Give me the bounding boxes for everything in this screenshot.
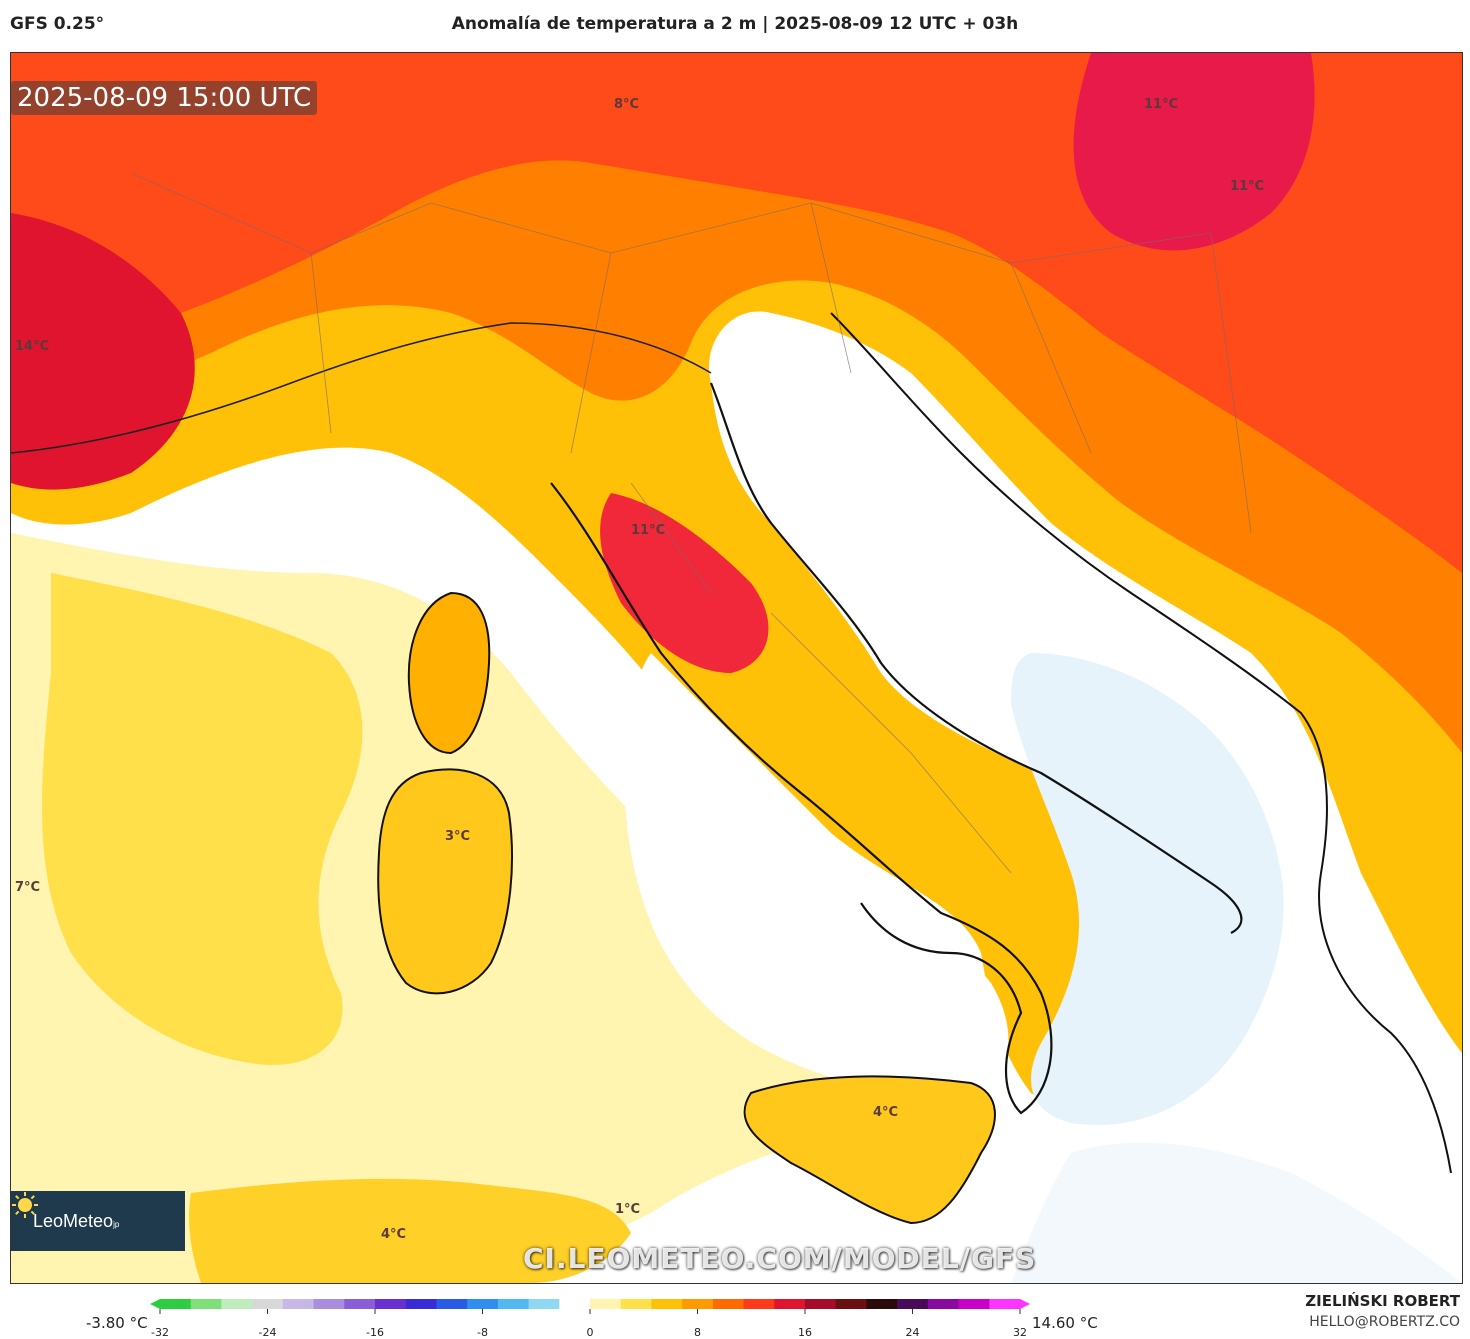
colorbar-swatch	[897, 1299, 929, 1309]
colorbar-swatch	[375, 1299, 407, 1309]
colorbar-tick-label: 32	[1013, 1326, 1027, 1339]
italy-coastline	[550, 382, 1243, 1115]
colorbar-tick-label: -32	[151, 1326, 169, 1339]
colorbar-swatch	[221, 1299, 253, 1309]
colorbar-gradient	[150, 1299, 1030, 1314]
colorbar-swatch	[620, 1299, 652, 1309]
colorbar-swatch	[497, 1299, 530, 1309]
colorbar-tick-label: -8	[477, 1326, 488, 1339]
adriatic-cold-patch	[1011, 653, 1284, 1125]
yellow-sea-region	[42, 573, 363, 1065]
colorbar-swatch	[743, 1299, 775, 1309]
sicily	[743, 1075, 996, 1225]
colorbar-swatch	[927, 1299, 960, 1309]
colorbar-swatch	[835, 1299, 867, 1309]
colorbar-swatch	[651, 1299, 683, 1309]
map-label: 11°C	[1144, 97, 1179, 112]
colorbar-swatch	[774, 1299, 806, 1309]
colorbar-swatch	[682, 1299, 714, 1309]
colorbar-swatch	[559, 1299, 591, 1309]
hot-region-italy-central	[600, 493, 769, 673]
map-label: 1°C	[615, 1202, 641, 1217]
colorbar-swatch	[252, 1299, 284, 1309]
colorbar-swatch	[805, 1299, 837, 1309]
north-africa	[189, 1178, 631, 1283]
map-label: 8°C	[614, 97, 640, 112]
ionian-white	[1011, 1142, 1462, 1283]
colorbar-swatch	[866, 1299, 898, 1309]
map-label: 4°C	[381, 1227, 407, 1242]
hot-region-northeast	[1073, 53, 1315, 251]
valid-time-badge: 2025-08-09 15:00 UTC	[11, 81, 318, 115]
colorbar-swatch	[467, 1299, 499, 1309]
author-credit: ZIELIŃSKI ROBERT	[1305, 1292, 1460, 1310]
colorbar-min-label: -3.80 °C	[86, 1314, 148, 1332]
author-email[interactable]: HELLO@ROBERTZ.CO	[1309, 1314, 1460, 1330]
map-label: 7°C	[15, 880, 41, 895]
colorbar-tick-label: 16	[798, 1326, 812, 1339]
colorbar-swatch	[712, 1299, 745, 1309]
colorbar-arrow-left	[150, 1299, 160, 1309]
map-label: 3°C	[445, 829, 471, 844]
logo-brand: LeoMeteojp	[33, 1210, 120, 1231]
colorbar-arrow-right	[1020, 1299, 1030, 1309]
colorbar-swatch	[958, 1299, 990, 1309]
map-title: Anomalía de temperatura a 2 m | 2025-08-…	[451, 14, 1019, 34]
leometeo-logo[interactable]: LeoMeteojp	[11, 1191, 185, 1251]
hot-region-west	[11, 213, 195, 490]
colorbar-tick-label: 8	[694, 1326, 701, 1339]
map-label: 14°C	[15, 339, 50, 354]
colorbar-tick-label: 24	[905, 1326, 920, 1339]
balkan-coastline	[830, 312, 1452, 1174]
model-name: GFS 0.25°	[10, 14, 105, 34]
corsica	[407, 591, 491, 755]
colorbar-tick-label: -24	[258, 1326, 277, 1339]
region-borders	[130, 172, 1252, 874]
colorbar-swatch	[590, 1299, 622, 1309]
temperature-anomaly-map: 2025-08-09 15:00 UTC 8°C 11°C 11°C 14°C …	[10, 52, 1463, 1284]
map-label: 11°C	[1230, 179, 1265, 194]
source-watermark: CI.LEOMETEO.COM/MODEL/GFS	[523, 1242, 1037, 1275]
colorbar: -3.80 °C -32 -24 -16 -8 0 8 16 24 32 14.60 °C	[0, 1290, 1470, 1339]
map-label: 4°C	[873, 1105, 899, 1120]
colorbar-swatch	[528, 1299, 560, 1309]
alps-border	[11, 322, 712, 454]
map-label: 11°C	[631, 523, 666, 538]
colorbar-max-label: 14.60 °C	[1032, 1314, 1098, 1332]
colorbar-tick-label: -16	[366, 1326, 384, 1339]
colorbar-swatch	[313, 1299, 345, 1309]
tyrrhenian-white	[624, 653, 1009, 1096]
colorbar-swatch	[405, 1299, 437, 1309]
sardinia	[377, 768, 513, 995]
colorbar-swatch	[436, 1299, 468, 1309]
colorbar-swatch	[989, 1299, 1021, 1309]
colorbar-swatch	[190, 1299, 222, 1309]
colorbar-swatch	[282, 1299, 315, 1309]
colorbar-swatch	[344, 1299, 376, 1309]
map-canvas	[11, 53, 1462, 1283]
colorbar-swatch	[160, 1299, 192, 1309]
colorbar-tick-label: 0	[586, 1326, 594, 1339]
